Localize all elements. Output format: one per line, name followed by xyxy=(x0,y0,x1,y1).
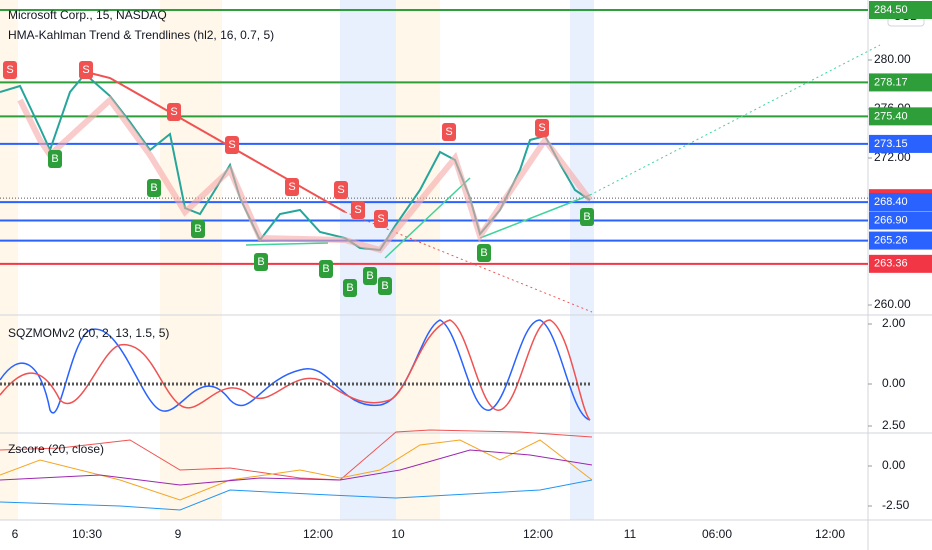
signal-badge xyxy=(442,123,456,141)
signal-badge xyxy=(334,181,348,199)
signal-label: S xyxy=(445,126,452,138)
level-label: 284.50 xyxy=(874,4,908,16)
level-badge xyxy=(869,134,932,153)
signal-badge xyxy=(254,253,268,271)
level-label: 275.40 xyxy=(874,110,908,122)
signal-label: B xyxy=(583,211,590,223)
signal-label: B xyxy=(51,153,58,165)
level-badge xyxy=(869,107,932,126)
pane-tick-label: 0.00 xyxy=(882,458,906,472)
time-label: 9 xyxy=(175,527,182,541)
signal-badge xyxy=(535,119,549,137)
time-label: 6 xyxy=(12,527,19,541)
signal-badge xyxy=(147,179,161,197)
pane-title: SQZMOMv2 (20, 2, 13, 1.5, 5) xyxy=(8,326,169,340)
signal-badge xyxy=(580,208,594,226)
signal-label: S xyxy=(6,64,13,76)
levels xyxy=(0,9,868,265)
level-badge xyxy=(869,231,932,250)
signal-label: S xyxy=(538,122,545,134)
level-label: 268.40 xyxy=(874,196,908,208)
zscore-lines xyxy=(0,429,593,511)
signal-badge xyxy=(285,178,299,196)
signal-label: B xyxy=(257,256,264,268)
signal-label: S xyxy=(377,213,384,225)
signal-badge xyxy=(191,220,205,238)
trendlines xyxy=(85,44,881,313)
pane-tick-label: 0.00 xyxy=(882,376,906,390)
signal-label: B xyxy=(480,247,487,259)
signal-badge xyxy=(48,150,62,168)
price-tick-label: 272.00 xyxy=(874,150,911,164)
signal-badge xyxy=(79,61,93,79)
price-series xyxy=(0,72,593,254)
signal-badge xyxy=(167,103,181,121)
signal-badge xyxy=(351,201,365,219)
signal-badge xyxy=(319,260,333,278)
pane-tick-label: 2.00 xyxy=(882,316,906,330)
signal-label: S xyxy=(337,184,344,196)
level-label: 263.36 xyxy=(874,258,908,270)
squeeze-lines xyxy=(0,319,592,421)
signal-label: S xyxy=(288,181,295,193)
signal-label: B xyxy=(322,263,329,275)
signal-badge xyxy=(374,210,388,228)
signal-badge xyxy=(363,267,377,285)
signal-badge xyxy=(343,279,357,297)
signal-label: S xyxy=(170,106,177,118)
level-badge xyxy=(869,193,932,212)
pane-tick-label: 2.50 xyxy=(882,418,906,432)
signal-label: B xyxy=(150,182,157,194)
time-label: 06:00 xyxy=(702,527,732,541)
level-badge xyxy=(869,254,932,273)
price-tick-label: 260.00 xyxy=(874,297,911,311)
time-label: 10 xyxy=(391,527,405,541)
time-label: 12:00 xyxy=(815,527,845,541)
symbol-title: Microsoft Corp., 15, NASDAQ xyxy=(8,8,167,22)
signal-label: B xyxy=(194,223,201,235)
signal-badge xyxy=(225,136,239,154)
pane-title: Zscore (20, close) xyxy=(8,442,104,456)
time-label: 12:00 xyxy=(523,527,553,541)
level-badge xyxy=(869,211,932,230)
level-badge xyxy=(869,1,932,19)
level-badge xyxy=(869,73,932,92)
signal-badge xyxy=(477,244,491,262)
time-label: 12:00 xyxy=(303,527,333,541)
time-label: 10:30 xyxy=(72,527,102,541)
signal-label: S xyxy=(82,64,89,76)
indicator-title: HMA-Kahlman Trend & Trendlines (hl2, 16,… xyxy=(8,28,274,42)
time-label: 11 xyxy=(624,527,637,541)
pane-tick-label: -2.50 xyxy=(882,498,910,512)
signal-label: B xyxy=(346,282,353,294)
level-label: 273.15 xyxy=(874,138,908,150)
signal-badge xyxy=(3,61,17,79)
signal-badge xyxy=(378,277,392,295)
signal-label: S xyxy=(228,139,235,151)
level-label: 278.17 xyxy=(874,76,908,88)
level-label: 265.26 xyxy=(874,234,908,246)
signal-label: B xyxy=(366,270,373,282)
level-label: 266.90 xyxy=(874,214,908,226)
axes: 280.00276.00272.00260.00284.50278.17275.… xyxy=(8,1,932,541)
signal-label: S xyxy=(354,204,361,216)
price-tick-label: 280.00 xyxy=(874,52,911,66)
signal-label: B xyxy=(381,280,388,292)
